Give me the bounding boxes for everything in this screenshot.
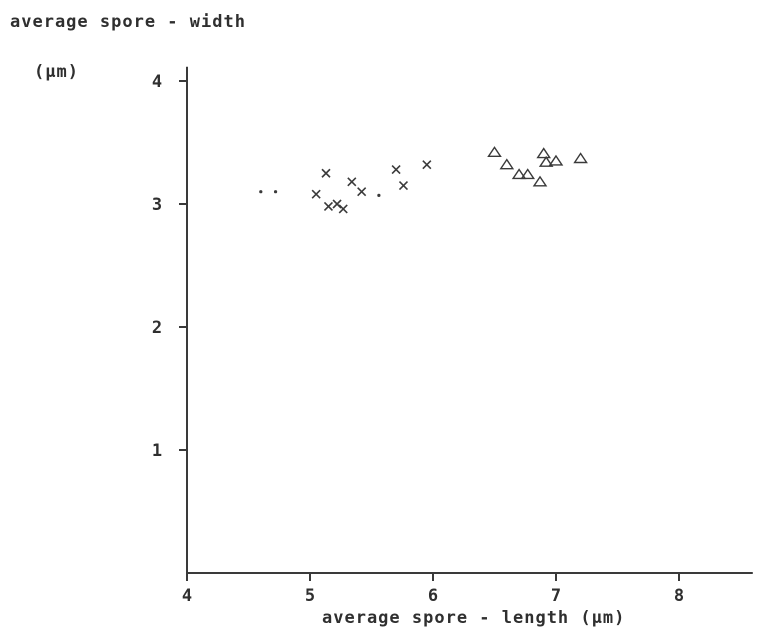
y-tick-label: 1 xyxy=(152,441,162,461)
data-points xyxy=(259,146,588,214)
y-tick-label: 2 xyxy=(152,318,162,338)
x-marker xyxy=(398,180,409,191)
x-tick-label: 4 xyxy=(182,586,192,606)
y-tick-label: 4 xyxy=(152,72,162,92)
dot-marker xyxy=(273,190,278,194)
ticks: 1 2 3 4 4 5 6 7 8 xyxy=(152,72,684,606)
x-axis-label: average spore - length (μm) xyxy=(322,608,626,628)
x-marker xyxy=(357,187,367,197)
triangle-marker xyxy=(538,155,554,167)
x-marker xyxy=(311,189,321,199)
x-marker xyxy=(347,177,357,187)
triangle-marker xyxy=(548,154,564,166)
x-marker-stroke xyxy=(422,160,432,170)
x-marker-stroke xyxy=(391,164,401,175)
x-marker-stroke xyxy=(357,187,367,197)
y-tick-label: 3 xyxy=(152,195,162,215)
x-marker xyxy=(391,164,401,175)
triangle-marker xyxy=(487,146,502,158)
x-marker-stroke xyxy=(347,177,357,187)
x-marker xyxy=(422,160,432,170)
x-marker-stroke xyxy=(332,199,342,209)
x-tick-label: 6 xyxy=(428,586,438,606)
x-marker xyxy=(332,199,342,209)
dot-marker xyxy=(259,190,263,194)
y-axis-label: average spore - width xyxy=(10,12,246,32)
x-tick-label: 5 xyxy=(305,586,315,606)
x-tick-label: 7 xyxy=(551,586,561,606)
y-axis-unit-label: (μm) xyxy=(34,62,79,82)
x-marker-stroke xyxy=(323,201,334,212)
axes xyxy=(186,66,753,574)
x-marker-stroke xyxy=(321,168,331,178)
x-marker xyxy=(321,168,331,178)
x-marker xyxy=(323,201,334,212)
x-marker-stroke xyxy=(311,189,321,199)
x-marker-stroke xyxy=(338,204,348,214)
triangle-marker xyxy=(573,152,588,164)
triangle-marker xyxy=(536,147,552,159)
x-marker-stroke xyxy=(398,180,409,191)
triangle-marker xyxy=(499,158,515,170)
dot-marker xyxy=(377,193,381,197)
triangle-marker xyxy=(532,175,548,187)
x-marker xyxy=(338,204,348,214)
triangle-marker xyxy=(520,168,536,180)
x-tick-label: 8 xyxy=(674,586,684,606)
triangle-marker xyxy=(511,168,527,180)
